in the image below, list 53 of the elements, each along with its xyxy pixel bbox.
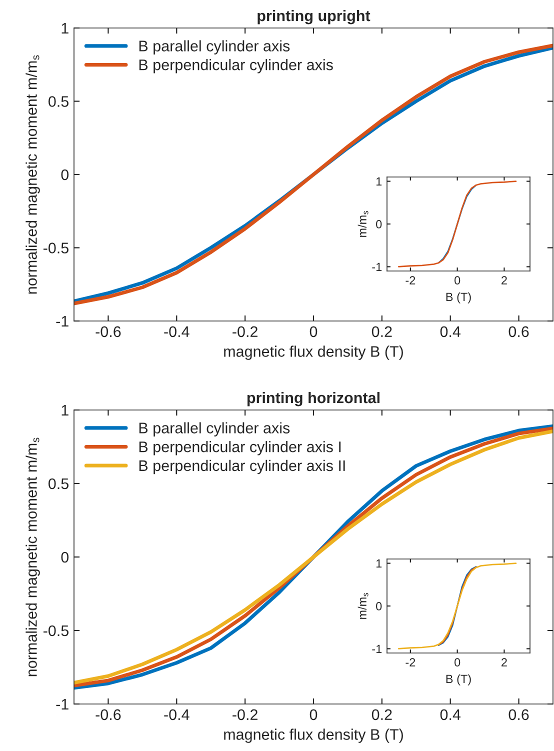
x-tick-label: -0.4 [164,709,190,720]
y-tick-label: 1 [376,559,382,568]
legend-label: B parallel cylinder axis [139,422,290,436]
x-axis-title: B (T) [446,674,471,686]
chart-title: printing upright [258,10,370,24]
x-tick-label: 0 [454,276,460,285]
y-tick-label: -0.5 [43,625,68,636]
x-tick-label: 0 [454,658,460,667]
y-tick-label: 0 [61,169,69,180]
line-series [398,180,517,268]
x-tick-label: 0 [310,709,318,720]
y-axis-title: m/m$_{s}$ [358,210,368,237]
chart-title: printing horizontal [247,392,380,406]
x-axis-title: magnetic flux density B (T) [224,728,403,743]
x-axis-title: B (T) [446,292,471,304]
x-tick-label: -0.6 [96,709,121,720]
x-tick-label: -0.4 [164,326,190,338]
x-tick-label: -2 [406,658,416,666]
y-tick-label: -1 [372,262,382,272]
y-tick-label: -0.5 [43,242,68,254]
legend-label: B perpendicular cylinder axis I [139,441,341,456]
legend-label: B perpendicular cylinder axis II [139,460,345,474]
y-tick-label: -1 [56,699,68,710]
y-tick-label: 0.5 [48,478,68,490]
y-tick-label: 1 [62,23,68,34]
y-tick-label: 0 [376,220,382,228]
x-tick-label: 0.2 [372,709,392,720]
x-tick-label: 0.2 [372,326,392,338]
x-tick-label: -0.6 [96,326,121,338]
x-tick-label: 0.6 [508,326,529,338]
y-tick-label: 1 [376,177,382,186]
x-tick-label: 0.4 [440,326,461,338]
line-series [398,562,517,650]
y-tick-label: 0 [61,552,69,563]
y-axis-title: m/m$_{s}$ [358,592,368,619]
x-tick-label: 2 [502,658,507,666]
x-axis-title: magnetic flux density B (T) [224,346,403,360]
legend-label: B perpendicular cylinder axis [139,59,333,74]
y-axis-title: normalized magnetic moment m/m$_{s}$ [26,438,40,676]
y-tick-label: -1 [56,316,68,327]
x-tick-label: 0 [310,326,318,338]
x-tick-label: 0.4 [440,709,461,720]
x-tick-label: 0.6 [508,709,529,720]
y-tick-label: 0.5 [48,96,68,107]
x-tick-label: -2 [406,276,416,284]
x-tick-label: 2 [502,276,507,284]
y-tick-label: 0 [376,602,382,610]
y-tick-label: -1 [372,644,382,654]
x-tick-label: -0.2 [232,326,258,338]
y-tick-label: 1 [62,405,68,416]
x-tick-label: -0.2 [232,709,258,720]
y-axis-title: normalized magnetic moment m/m$_{s}$ [26,55,40,294]
legend-label: B parallel cylinder axis [139,40,290,54]
